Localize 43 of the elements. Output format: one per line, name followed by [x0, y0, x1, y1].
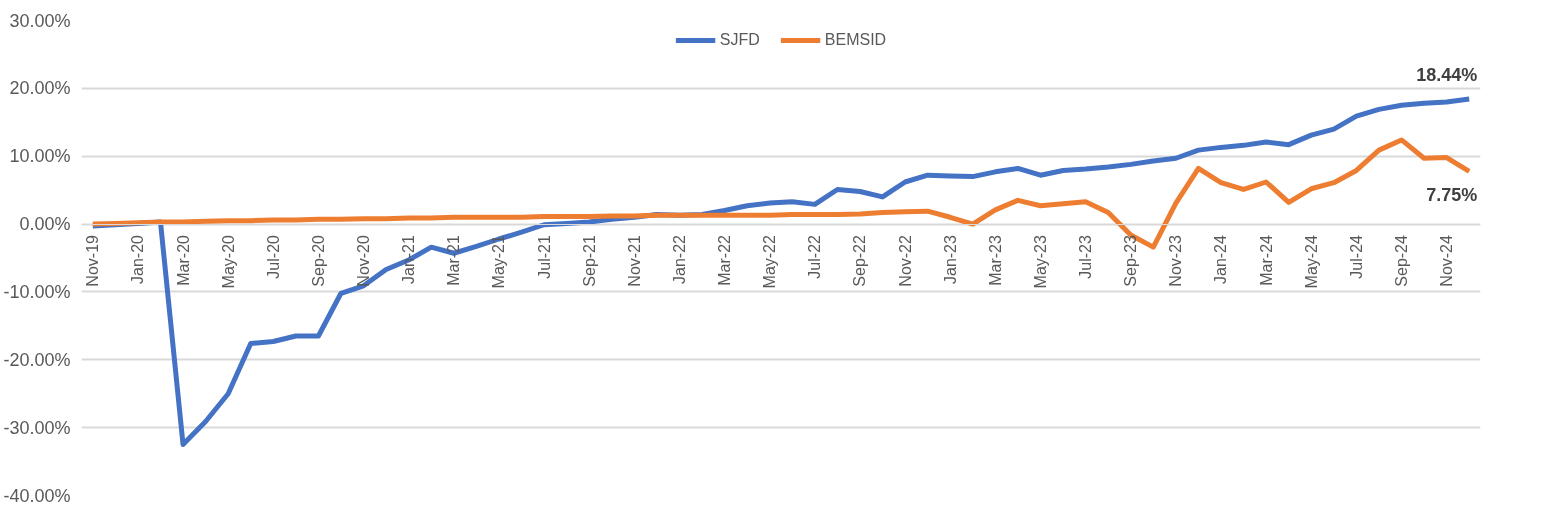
- x-tick-label: Sep-20: [309, 234, 327, 287]
- x-tick-label: May-24: [1302, 234, 1320, 289]
- x-tick-label: Jul-24: [1347, 234, 1365, 279]
- x-tick-label: Nov-19: [84, 234, 102, 287]
- data-label: 18.44%: [1416, 64, 1478, 85]
- x-tick-label: Jul-21: [535, 234, 553, 279]
- y-tick-label: -30.00%: [3, 417, 71, 438]
- x-tick-label: Sep-24: [1393, 234, 1411, 287]
- x-tick-label: Mar-22: [716, 234, 734, 286]
- y-tick-label: 20.00%: [9, 78, 71, 99]
- x-tick-label: May-21: [490, 234, 508, 289]
- legend-label: SJFD: [719, 31, 760, 49]
- y-tick-label: 30.00%: [9, 10, 71, 31]
- x-tick-label: Mar-20: [174, 234, 192, 286]
- x-tick-label: May-23: [1031, 234, 1049, 289]
- y-tick-label: -10.00%: [3, 281, 71, 302]
- x-tick-label: Mar-21: [445, 234, 463, 286]
- x-tick-label: Mar-24: [1257, 234, 1275, 286]
- x-tick-label: Sep-21: [580, 234, 598, 287]
- x-tick-label: Sep-22: [851, 234, 869, 287]
- x-tick-label: May-22: [761, 234, 779, 289]
- x-tick-label: May-20: [219, 234, 237, 289]
- x-tick-label: Nov-23: [1167, 234, 1185, 287]
- legend-label: BEMSID: [824, 31, 887, 49]
- x-tick-label: Jul-20: [264, 234, 282, 279]
- x-tick-label: Nov-22: [896, 234, 914, 287]
- x-tick-label: Jan-24: [1212, 234, 1230, 284]
- x-tick-label: Jan-20: [129, 234, 147, 284]
- x-tick-label: Jan-21: [400, 234, 418, 284]
- y-tick-label: 0.00%: [19, 214, 71, 235]
- y-tick-label: -20.00%: [3, 349, 71, 370]
- x-tick-label: Jul-22: [806, 234, 824, 279]
- y-tick-label: 10.00%: [9, 146, 71, 167]
- data-label: 7.75%: [1426, 185, 1478, 206]
- y-tick-label: -40.00%: [3, 485, 71, 506]
- x-tick-label: Nov-24: [1438, 234, 1456, 287]
- x-tick-label: Sep-23: [1122, 234, 1140, 287]
- x-tick-label: Nov-21: [625, 234, 643, 287]
- x-tick-label: Jan-23: [941, 234, 959, 284]
- x-tick-label: Jan-22: [670, 234, 688, 284]
- x-tick-label: Mar-23: [986, 234, 1004, 286]
- x-tick-label: Nov-20: [355, 234, 373, 287]
- x-tick-label: Jul-23: [1077, 234, 1095, 279]
